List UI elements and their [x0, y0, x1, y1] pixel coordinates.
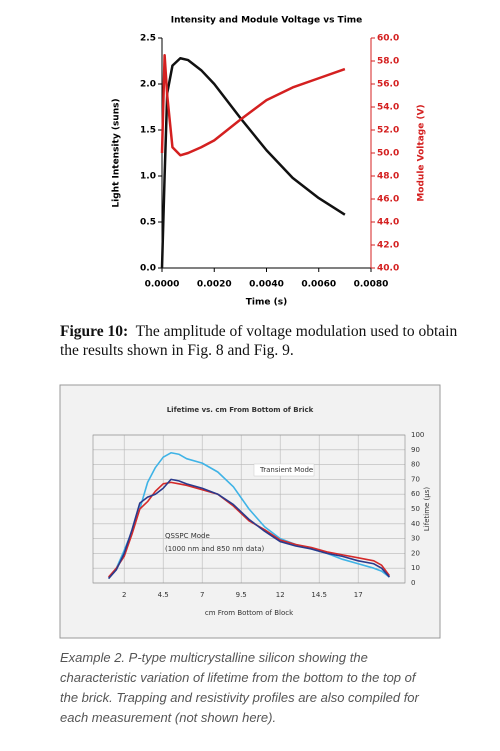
x-tick-label: 0.0040 — [249, 280, 284, 290]
chart-title: Intensity and Module Voltage vs Time — [171, 16, 363, 26]
x-tick-label: 12 — [276, 591, 285, 599]
y-tick-label: 0 — [411, 579, 415, 587]
plot-border — [92, 434, 406, 584]
y-tick-label: 1.0 — [140, 172, 156, 182]
y-tick-label: 0.5 — [140, 218, 156, 228]
x-tick-label: 0.0020 — [197, 280, 232, 290]
y-tick-label: 30 — [411, 535, 420, 543]
x-tick-label: 9.5 — [236, 591, 247, 599]
y-tick-label: 20 — [411, 549, 420, 557]
x-axis-label: Time (s) — [246, 298, 287, 308]
y2-tick-label: 44.0 — [377, 218, 399, 228]
y-tick-label: 2.5 — [140, 34, 156, 44]
figure-label: Figure 10: — [60, 323, 129, 340]
x-tick-label: 4.5 — [158, 591, 169, 599]
y2-tick-label: 48.0 — [377, 172, 399, 182]
y-tick-label: 80 — [411, 461, 420, 469]
y-tick-label: 100 — [411, 431, 424, 439]
y2-tick-label: 46.0 — [377, 195, 399, 205]
x-tick-label: 0.0080 — [354, 280, 389, 290]
x-axis-label: cm From Bottom of Block — [205, 609, 294, 617]
series-line — [160, 56, 346, 269]
annotation: QSSPC Mode — [165, 532, 210, 540]
chart-intensity: 0.0000 0.0020 0.0040 0.0060 0.0080 0.0 0.5 1.0 1… — [112, 16, 427, 308]
y-tick-label: 50 — [411, 505, 420, 513]
y-axis-label: Light Intensity (suns) — [112, 98, 122, 207]
y-tick-label: 1.5 — [140, 126, 156, 136]
figure-caption: Figure 10: The amplitude of voltage modu… — [60, 322, 480, 360]
chart-lifetime: 2 4.5 7 9.5 12 14.5 17 0 10 20 30 40 50 60 70 80 90 100 Li… — [59, 384, 441, 639]
series-line — [160, 54, 346, 157]
y2-tick-label: 40.0 — [377, 264, 399, 274]
x-tick-label: 0.0060 — [301, 280, 336, 290]
annotation: Transient Mode — [259, 466, 313, 474]
y2-axis-label: Module Voltage (V) — [417, 104, 427, 201]
x-tick-label: 0.0000 — [145, 280, 180, 290]
chart-frame — [59, 384, 441, 639]
y2-tick-label: 56.0 — [377, 80, 399, 90]
x-tick-label: 14.5 — [311, 591, 327, 599]
y-tick-label: 70 — [411, 475, 420, 483]
y-tick-label: 2.0 — [140, 80, 156, 90]
chart-title: Lifetime vs. cm From Bottom of Brick — [167, 406, 314, 414]
figure-text: The amplitude of voltage modulation used… — [60, 323, 458, 359]
annotation-box — [253, 463, 315, 477]
x-tick-label: 17 — [354, 591, 363, 599]
x-tick-label: 2 — [122, 591, 126, 599]
y2-tick-label: 58.0 — [377, 57, 399, 67]
y2-tick-label: 60.0 — [377, 34, 399, 44]
y-tick-label: 60 — [411, 490, 420, 498]
y-tick-label: 40 — [411, 520, 420, 528]
y-tick-label: 10 — [411, 564, 420, 572]
y2-tick-label: 42.0 — [377, 241, 399, 251]
annotation: (1000 nm and 850 nm data) — [165, 545, 264, 553]
example-caption: Example 2. P-type multicrystalline silic… — [60, 650, 419, 725]
y-tick-label: 0.0 — [140, 264, 156, 274]
y-axis-label: Lifetime (µs) — [423, 487, 431, 531]
y2-tick-label: 50.0 — [377, 149, 399, 159]
y2-tick-label: 52.0 — [377, 126, 399, 136]
y-tick-label: 90 — [411, 446, 420, 454]
y2-tick-label: 54.0 — [377, 103, 399, 113]
series-line — [107, 478, 391, 580]
x-tick-label: 7 — [200, 591, 204, 599]
